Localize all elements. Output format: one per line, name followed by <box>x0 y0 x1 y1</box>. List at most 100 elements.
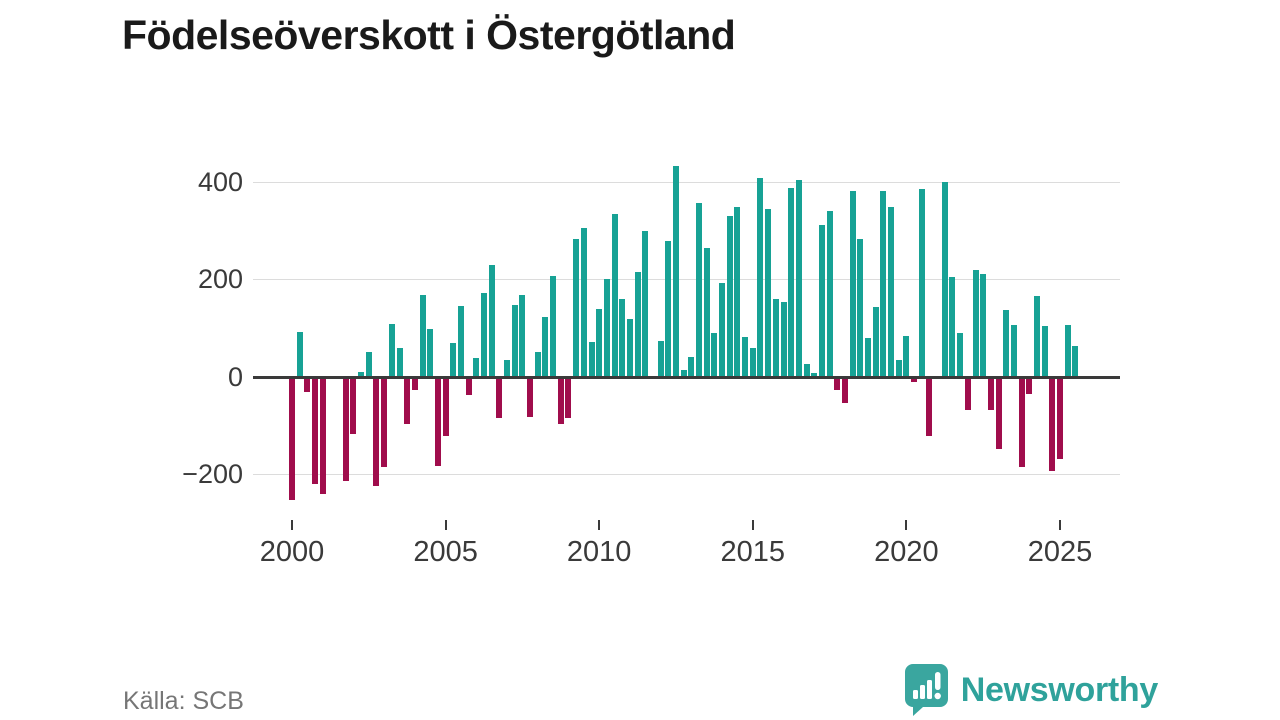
bar-2002Q4 <box>373 377 380 486</box>
bar-2024Q1 <box>1026 377 1033 394</box>
bar-2017Q1 <box>811 372 818 377</box>
y-axis-label-200: 200 <box>197 264 243 294</box>
bar-2012Q2 <box>665 240 672 377</box>
bar-2003Q3 <box>396 348 403 377</box>
bar-2019Q1 <box>872 307 879 377</box>
bar-2015Q4 <box>772 299 779 377</box>
y-axis-label-400: 400 <box>197 166 243 197</box>
plot-area: 400 200 0 −200 2000 2005 2010 2015 2020 2025 <box>182 160 1120 580</box>
bar-2017Q2 <box>818 225 825 377</box>
x-tick-2005 <box>444 520 447 530</box>
bar-2017Q3 <box>826 210 833 377</box>
bar-2010Q3 <box>611 213 618 377</box>
bar-2002Q1 <box>350 377 357 435</box>
bar-2021Q4 <box>957 333 964 377</box>
bar-2016Q4 <box>803 363 810 377</box>
bar-2009Q4 <box>588 342 595 377</box>
newsworthy-bubble-icon <box>904 664 948 716</box>
bar-2023Q2 <box>1003 310 1010 377</box>
bar-2025Q2 <box>1064 325 1071 377</box>
bar-2023Q4 <box>1018 377 1025 467</box>
bar-2009Q2 <box>573 239 580 377</box>
bar-2004Q4 <box>434 377 441 466</box>
chart-title: Födelseöverskott i Östergötland <box>122 12 736 58</box>
bar-2002Q2 <box>358 371 365 377</box>
bar-2008Q1 <box>534 351 541 377</box>
gridline-200 <box>253 279 1120 280</box>
bar-2014Q2 <box>726 215 733 377</box>
bar-2006Q4 <box>496 377 503 419</box>
x-tick-2025 <box>1059 520 1061 530</box>
bar-2024Q4 <box>1049 377 1056 472</box>
x-axis-label-2000: 2000 <box>259 536 325 568</box>
bar-2000Q2 <box>296 331 303 377</box>
bar-2018Q1 <box>841 377 848 403</box>
bar-2007Q1 <box>504 360 511 377</box>
bar-2018Q3 <box>857 239 864 377</box>
x-tick-2020 <box>905 520 908 530</box>
bar-2025Q3 <box>1072 345 1079 377</box>
x-tick-2010 <box>598 520 601 530</box>
bar-2022Q1 <box>964 377 971 410</box>
y-axis-label--200: −200 <box>182 459 243 489</box>
bar-2008Q2 <box>542 316 549 377</box>
bar-2022Q2 <box>972 270 979 377</box>
bar-2000Q1 <box>289 377 295 500</box>
bar-2012Q1 <box>657 341 664 377</box>
bar-2013Q1 <box>688 357 695 377</box>
bar-2012Q4 <box>680 370 687 377</box>
bar-2001Q4 <box>342 377 349 481</box>
gridline--200 <box>253 474 1120 475</box>
bar-2010Q4 <box>619 299 626 377</box>
bar-2019Q4 <box>895 359 902 377</box>
bar-2004Q2 <box>419 294 426 377</box>
bar-2005Q1 <box>442 377 449 436</box>
x-axis-label-2020: 2020 <box>874 536 939 568</box>
bar-2003Q4 <box>404 377 411 424</box>
gridline-400 <box>253 181 1120 183</box>
x-axis-label-2015: 2015 <box>720 536 786 568</box>
bar-2011Q2 <box>634 272 641 377</box>
bar-2014Q1 <box>719 283 726 377</box>
bar-2017Q4 <box>834 377 841 391</box>
newsworthy-logo: Newsworthy <box>903 663 1158 717</box>
bar-2015Q2 <box>757 178 764 377</box>
zero-axis-line <box>253 375 1120 379</box>
bar-2024Q3 <box>1041 325 1048 377</box>
x-axis-label-2005: 2005 <box>413 536 478 568</box>
x-axis-label-2010: 2010 <box>566 536 632 568</box>
bar-2000Q3 <box>304 377 311 392</box>
bar-2006Q1 <box>473 358 480 377</box>
bar-2014Q3 <box>734 207 741 377</box>
bar-2002Q3 <box>365 351 372 377</box>
x-tick-2000 <box>291 520 293 530</box>
bar-2013Q3 <box>703 247 710 377</box>
bar-2020Q4 <box>926 377 933 437</box>
bar-2020Q1 <box>903 335 910 377</box>
bar-2016Q1 <box>780 302 787 377</box>
bar-2014Q4 <box>742 337 749 377</box>
bar-2015Q1 <box>749 348 756 377</box>
bar-2009Q3 <box>580 228 587 377</box>
x-axis-label-2025: 2025 <box>1027 536 1093 568</box>
bar-2019Q3 <box>888 207 895 377</box>
bar-2007Q3 <box>519 294 526 377</box>
bar-2022Q4 <box>987 377 994 410</box>
bar-2010Q1 <box>596 308 603 377</box>
bar-2022Q3 <box>980 273 987 377</box>
newsworthy-wordmark: Newsworthy <box>960 670 1159 709</box>
bar-2008Q4 <box>557 377 564 424</box>
bar-2011Q1 <box>626 318 633 377</box>
bar-2000Q4 <box>312 377 319 485</box>
bar-2020Q2 <box>911 377 918 382</box>
bar-2006Q3 <box>488 265 495 377</box>
bar-2020Q3 <box>918 188 925 377</box>
bar-2007Q4 <box>527 377 534 418</box>
bar-2006Q2 <box>481 293 487 377</box>
bar-2016Q3 <box>795 179 802 377</box>
bar-2011Q3 <box>642 230 649 377</box>
bar-2008Q3 <box>550 275 557 377</box>
source-label: Källa: SCB <box>123 687 244 715</box>
bar-2025Q1 <box>1057 377 1063 460</box>
bar-2024Q2 <box>1033 296 1040 377</box>
